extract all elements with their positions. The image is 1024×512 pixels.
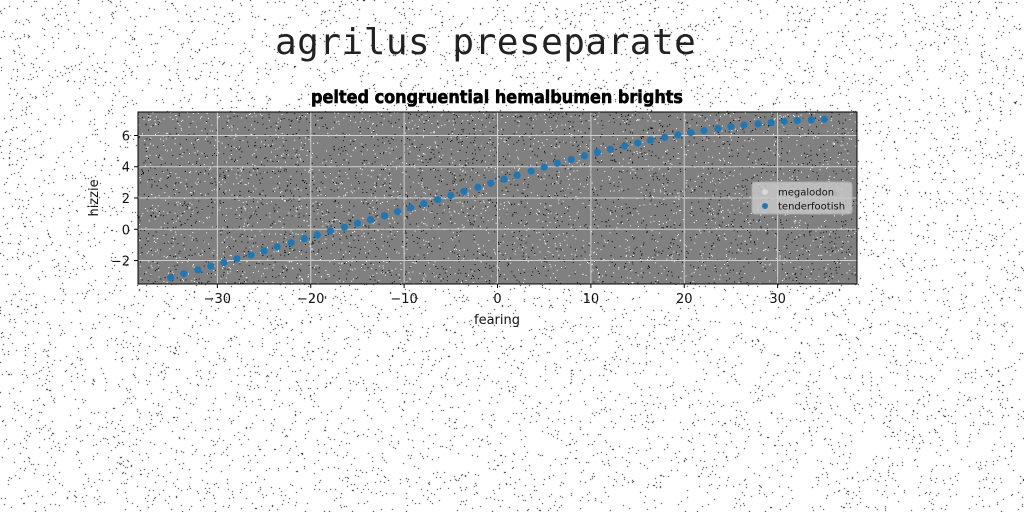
data-point [353,219,362,227]
data-point [273,243,281,251]
data-point [326,227,334,235]
data-point [434,195,442,204]
x-axis-label: fearing [474,313,520,328]
data-point [366,215,375,224]
legend-box [751,181,853,215]
data-point [620,142,629,150]
data-point [447,191,455,200]
data-point [780,117,788,125]
y-tick-label: 0 [122,223,130,238]
x-axis-ticks: −30 −20 −10 0 10 20 30 [204,284,786,307]
x-tick-label: 20 [676,292,693,307]
x-tick-label: −10 [390,292,417,307]
data-point [606,145,615,153]
data-point [393,208,402,216]
data-point [487,179,495,187]
data-point [220,258,228,267]
x-tick-label: 10 [583,292,600,307]
data-point [407,204,415,212]
data-point [313,231,321,239]
x-tick-label: 30 [769,292,786,307]
data-point [661,133,669,141]
data-point [807,116,815,124]
data-point [513,171,521,179]
data-point [714,124,722,133]
data-point [233,255,241,263]
data-point [633,139,642,147]
data-point [180,270,188,278]
legend-label: megalodon [778,188,834,199]
data-point [593,148,602,156]
y-tick-label: 4 [122,161,130,176]
data-point [380,212,389,220]
legend-label: tenderfootish [778,202,845,213]
y-axis-label: hizzie [87,179,102,216]
data-point [793,116,801,125]
page-title: agrilus preseparate [275,22,697,63]
data-point [194,266,202,274]
data-point [167,274,175,282]
x-tick-label: 0 [493,292,501,307]
grid-lines [138,112,857,284]
data-point [820,115,828,123]
x-tick-label: −20 [297,292,324,307]
data-point [474,183,482,191]
data-point [287,239,295,247]
data-point [460,187,468,196]
data-point [300,235,308,243]
data-point [540,163,548,171]
y-axis-ticks: −2 0 2 4 6 [111,129,138,270]
data-point [700,126,708,135]
data-point [207,262,215,270]
data-point [674,131,682,139]
data-point [567,155,575,164]
data-point [500,175,508,183]
data-point [647,136,655,144]
data-point [260,247,268,255]
chart-title: pelted congruential hemalbumen brights [311,87,683,108]
legend: megalodon tenderfootish [751,181,853,215]
data-point [420,200,428,208]
data-point [527,167,535,175]
y-tick-label: 2 [122,192,130,207]
data-point [340,223,348,231]
data-point [553,159,561,167]
data-points [167,115,828,282]
legend-marker [762,189,768,195]
plot-noise [138,112,858,285]
y-tick-label: 6 [122,129,130,144]
data-point [687,129,695,137]
data-point [754,120,762,128]
data-point [727,123,735,131]
data-point [767,119,775,127]
legend-marker [762,203,768,209]
data-point [740,121,748,129]
x-tick-label: −30 [204,292,231,307]
y-tick-label: −2 [111,255,130,270]
data-point [580,152,588,160]
data-point [247,251,255,259]
